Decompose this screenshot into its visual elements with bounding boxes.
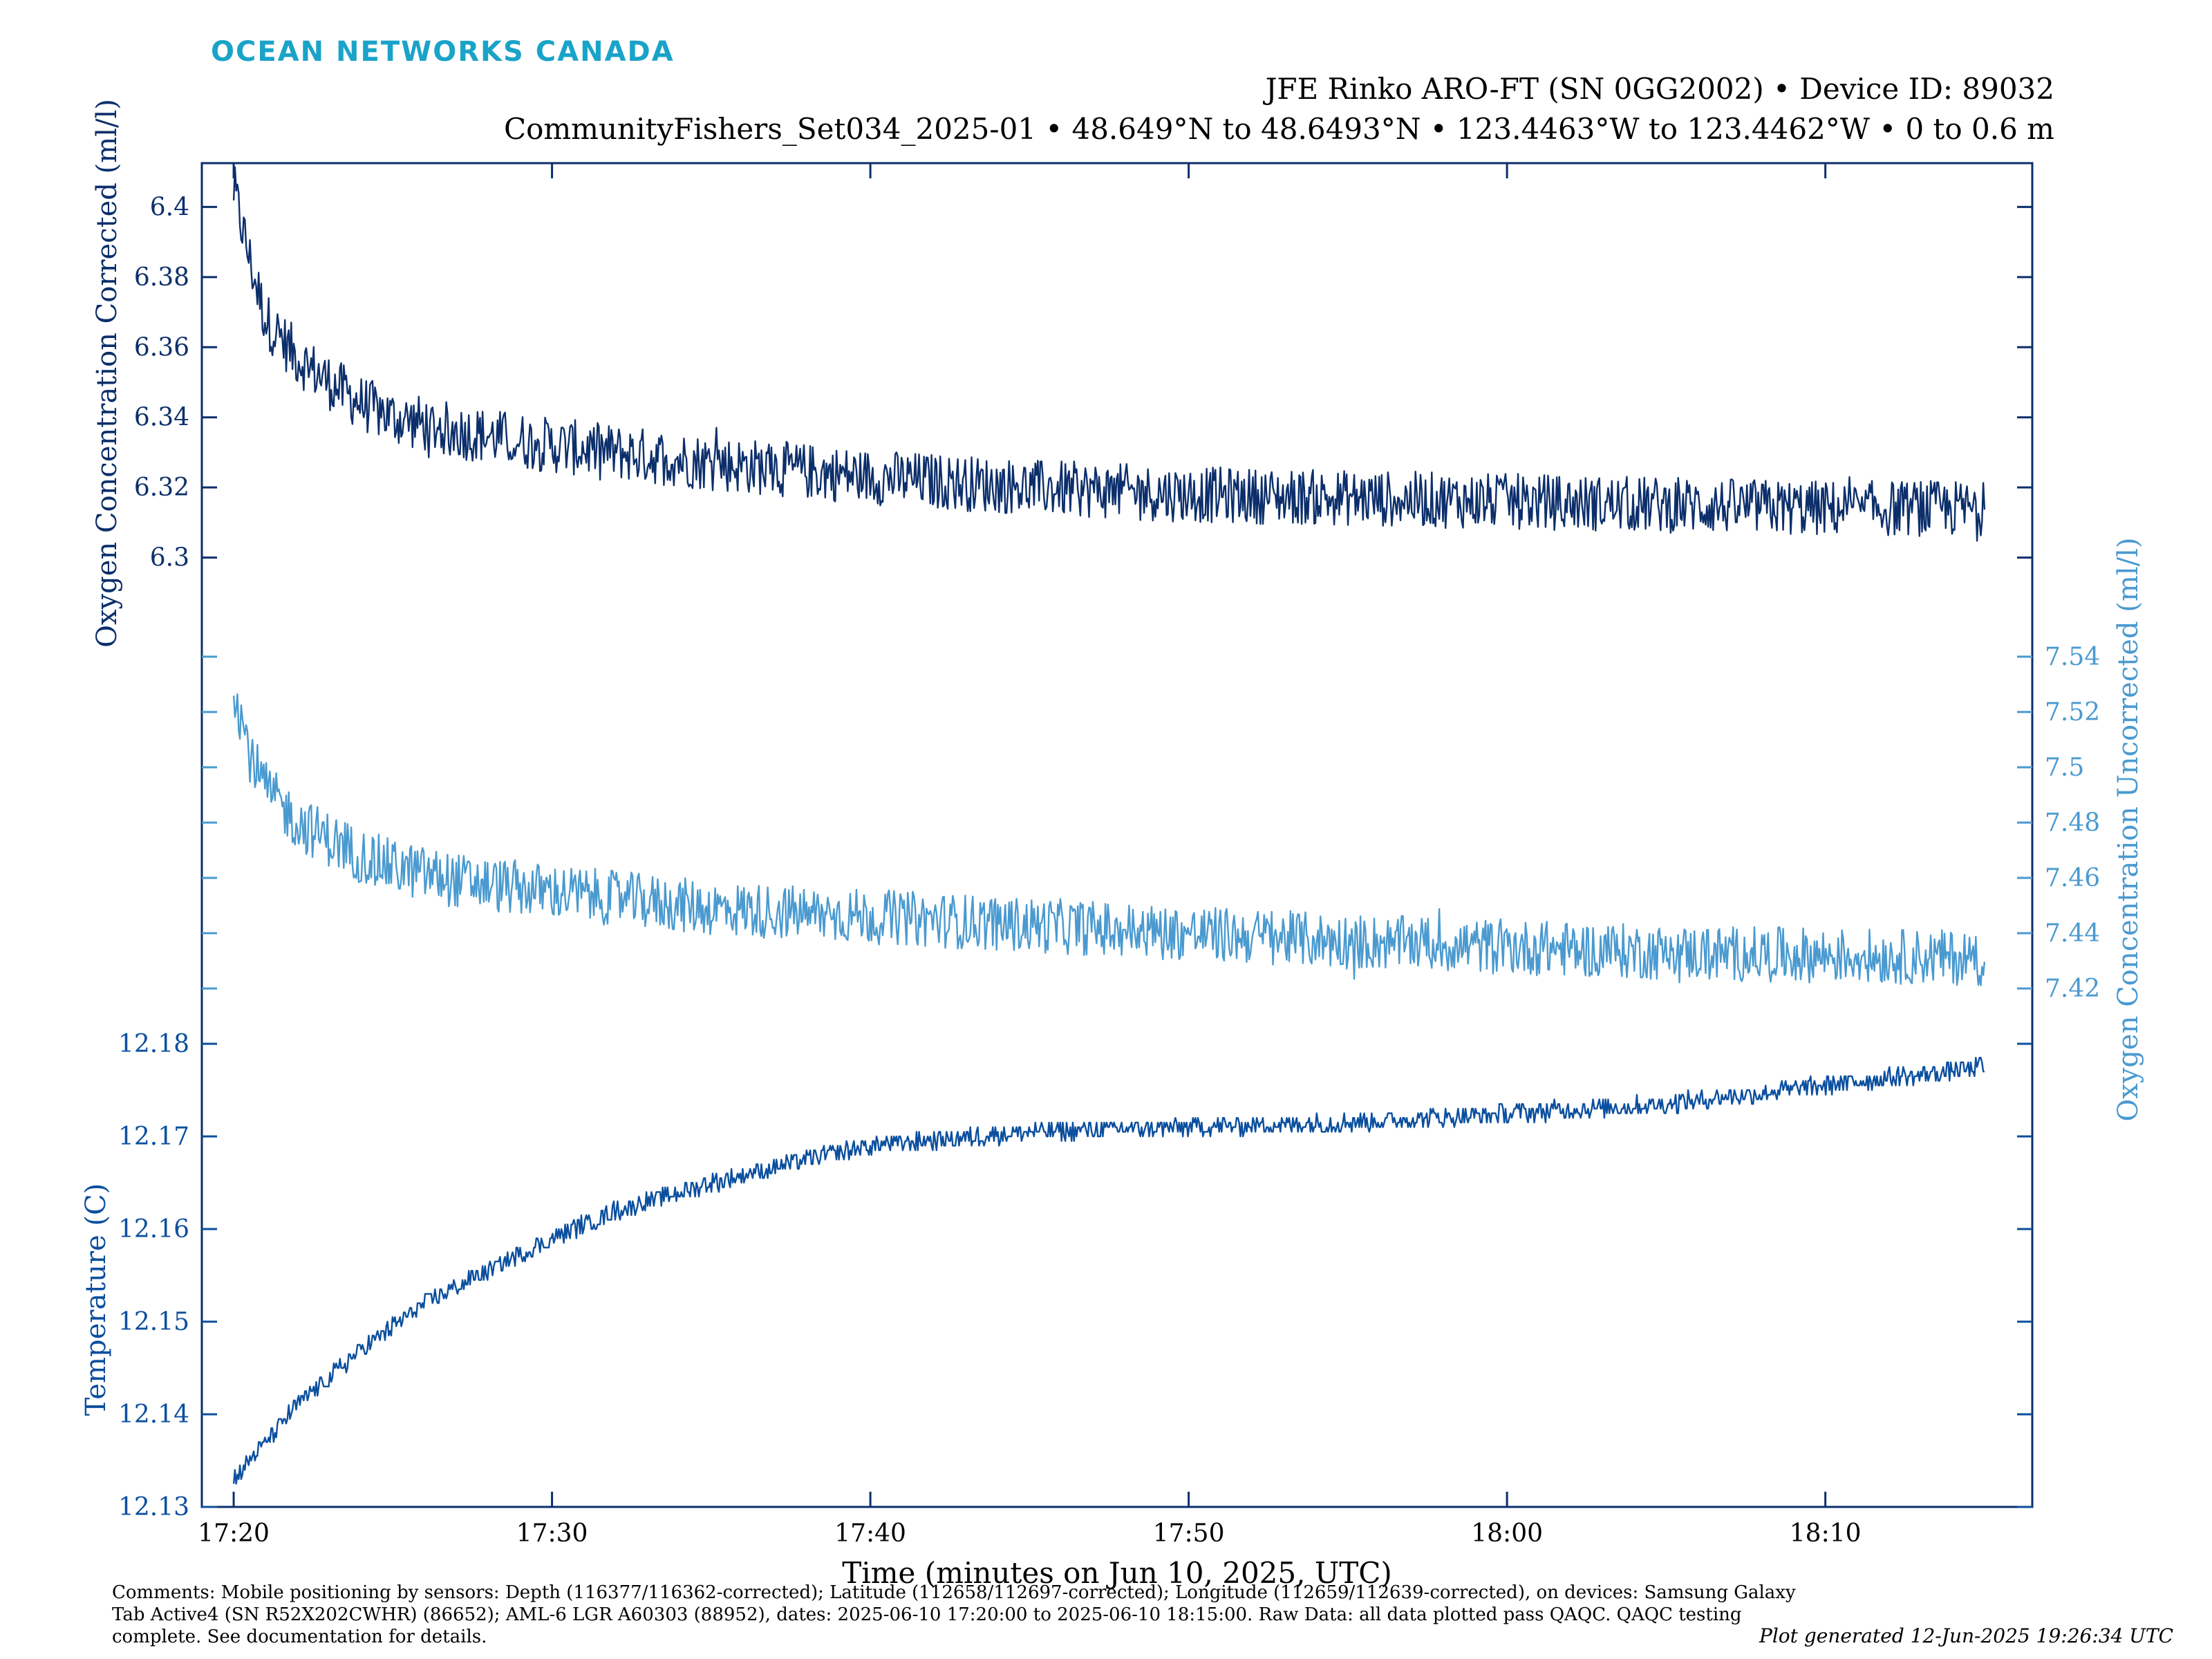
- y-tick-label: 12.16: [118, 1215, 189, 1244]
- y-tick-label: 6.34: [134, 404, 189, 432]
- x-tick-label: 17:50: [1153, 1519, 1225, 1548]
- x-tick-label: 18:00: [1471, 1519, 1543, 1548]
- y-axis-label-oxygen-uncorrected: Oxygen Concentration Uncorrected (ml/l): [2112, 538, 2144, 1122]
- y-tick-label: 12.14: [118, 1400, 189, 1429]
- y-tick-label: 12.18: [118, 1030, 189, 1058]
- axis-ticks-group: [202, 163, 2032, 1508]
- y-tick-label: 12.15: [118, 1308, 189, 1336]
- x-tick-label: 17:30: [516, 1519, 588, 1548]
- plot-title-device: JFE Rinko ARO-FT (SN 0GG2002) • Device I…: [1265, 72, 2054, 106]
- y-tick-label: 7.46: [2045, 864, 2100, 892]
- y-tick-label: 7.48: [2045, 809, 2100, 837]
- series-layer: [232, 166, 1986, 1485]
- y-tick-label: 6.3: [150, 544, 189, 572]
- oxygen_corrected-series-line: [232, 166, 1986, 542]
- y-tick-label: 6.32: [134, 474, 189, 502]
- y-tick-label: 7.54: [2045, 643, 2100, 671]
- plot-title-location: CommunityFishers_Set034_2025-01 • 48.649…: [503, 112, 2054, 146]
- y-tick-label: 6.38: [134, 263, 189, 292]
- y-tick-label: 12.13: [118, 1493, 189, 1521]
- y-tick-label: 7.5: [2045, 753, 2084, 782]
- y-tick-label: 6.36: [134, 333, 189, 362]
- y-tick-label: 6.4: [150, 193, 189, 221]
- plot-frame: [200, 162, 2034, 1508]
- tick-labels-layer: 17:20 17:30 17:40 17:50 18:00 18:10 6.3 6.32 6.3…: [118, 193, 2100, 1548]
- plot-generated-timestamp: Plot generated 12-Jun-2025 19:26:34 UTC: [1759, 1624, 2173, 1647]
- oxygen_uncorrected-series-line: [232, 693, 1986, 986]
- y-axis-label-temperature: Temperature (C): [80, 1183, 112, 1416]
- y-tick-label: 7.42: [2045, 975, 2100, 1003]
- temperature-series-line: [232, 1056, 1985, 1485]
- x-axis-label: Time (minutes on Jun 10, 2025, UTC): [842, 1556, 1392, 1590]
- x-tick-label: 17:40: [834, 1519, 906, 1548]
- y-tick-label: 7.52: [2045, 698, 2100, 727]
- y-tick-label: 12.17: [118, 1123, 189, 1151]
- x-tick-label: 18:10: [1790, 1519, 1862, 1548]
- plot-comments: Comments: Mobile positioning by sensors:…: [112, 1582, 1796, 1647]
- y-axis-label-oxygen-corrected: Oxygen Concentration Corrected (ml/l): [91, 99, 123, 648]
- ocean-networks-canada-logo: OCEAN NETWORKS CANADA: [211, 36, 675, 68]
- x-tick-label: 17:20: [198, 1519, 270, 1548]
- y-tick-label: 7.44: [2045, 919, 2100, 948]
